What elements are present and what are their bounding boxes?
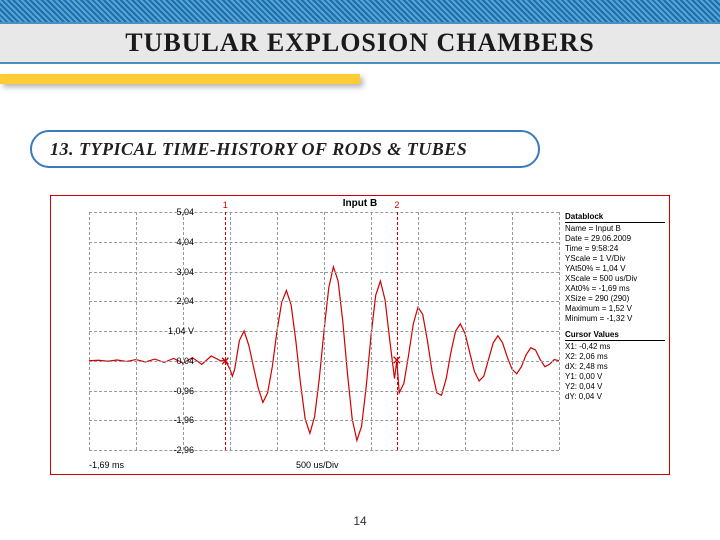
page-title: TUBULAR EXPLOSION CHAMBERS	[125, 28, 595, 58]
x-axis-left-label: -1,69 ms	[89, 460, 124, 470]
info-row: Name = Input B	[565, 224, 665, 234]
cursor-marker: ×	[220, 353, 230, 369]
y-tick-label: -0,96	[161, 386, 194, 396]
cursor-label: 1	[223, 200, 228, 210]
subtitle-text: 13. TYPICAL TIME-HISTORY OF RODS & TUBES	[50, 139, 467, 160]
y-tick-label: 3,04	[161, 267, 194, 277]
info-row: Y2: 0,04 V	[565, 382, 665, 392]
grid-line-vertical	[277, 212, 278, 450]
info-row: Time = 9:58:24	[565, 244, 665, 254]
page-number: 14	[0, 514, 720, 528]
chart-title: Input B	[51, 198, 669, 209]
info-row: YAt50% = 1,04 V	[565, 264, 665, 274]
grid-line-vertical	[465, 212, 466, 450]
info-row: Date = 29.06.2009	[565, 234, 665, 244]
info-row: Maximum = 1,52 V	[565, 304, 665, 314]
y-tick-label: 1,04 V	[161, 326, 194, 336]
cursor-line	[397, 212, 398, 450]
info-row: dX: 2,48 ms	[565, 362, 665, 372]
info-row: YScale = 1 V/Div	[565, 254, 665, 264]
grid-line-horizontal	[89, 450, 559, 451]
plot-area: 1×2×	[89, 212, 559, 450]
grid-line-vertical	[512, 212, 513, 450]
info-row: XSize = 290 (290)	[565, 294, 665, 304]
grid-line-vertical	[559, 212, 560, 450]
title-band: TUBULAR EXPLOSION CHAMBERS	[0, 22, 720, 64]
info-row: dY: 0,04 V	[565, 392, 665, 402]
info-row: Minimum = -1,32 V	[565, 314, 665, 324]
grid-line-vertical	[136, 212, 137, 450]
y-tick-label: 4,04	[161, 237, 194, 247]
info-row: XScale = 500 us/Div	[565, 274, 665, 284]
grid-line-vertical	[324, 212, 325, 450]
cursor-marker: ×	[392, 352, 402, 368]
cursor-label: 2	[394, 200, 399, 210]
subtitle-pill: 13. TYPICAL TIME-HISTORY OF RODS & TUBES	[30, 130, 540, 168]
cursor-line	[225, 212, 226, 450]
info-row: Y1: 0,00 V	[565, 372, 665, 382]
grid-line-vertical	[418, 212, 419, 450]
grid-line-vertical	[89, 212, 90, 450]
y-tick-label: 0,04	[161, 356, 194, 366]
y-tick-label: 2,04	[161, 296, 194, 306]
accent-underline	[0, 74, 360, 84]
info-row: X2: 2,06 ms	[565, 352, 665, 362]
info-row: X1: -0,42 ms	[565, 342, 665, 352]
hatched-banner	[0, 0, 720, 22]
info-header-cursor: Cursor Values	[565, 330, 665, 341]
grid-line-vertical	[230, 212, 231, 450]
info-row: XAt0% = -1,69 ms	[565, 284, 665, 294]
y-tick-label: -2,96	[161, 445, 194, 455]
info-panel: Datablock Name = Input BDate = 29.06.200…	[565, 212, 665, 402]
info-header-datablock: Datablock	[565, 212, 665, 223]
y-tick-label: 5,04	[161, 207, 194, 217]
grid-line-vertical	[371, 212, 372, 450]
chart-frame: Input B 1×2× Datablock Name = Input BDat…	[50, 195, 670, 475]
y-tick-label: -1,96	[161, 415, 194, 425]
x-axis-center-label: 500 us/Div	[296, 460, 339, 470]
